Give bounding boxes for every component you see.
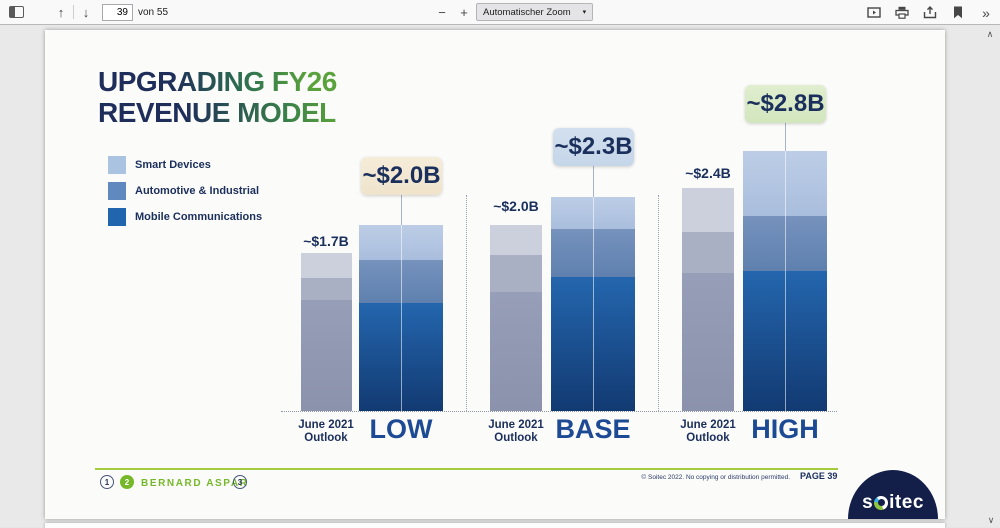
- callout-connector: [401, 195, 402, 225]
- callout-connector-inner: [785, 150, 786, 411]
- logo-text-left: s: [862, 492, 874, 513]
- soitec-logo-text: s itec: [862, 493, 924, 512]
- group-separator: [466, 195, 467, 411]
- scenario-bar-low: [359, 225, 443, 411]
- slide-page-number: PAGE 39: [800, 471, 838, 481]
- next-page-button[interactable]: ↓: [76, 2, 96, 22]
- legend-swatch-smart-devices: [108, 156, 126, 174]
- scroll-up-arrow[interactable]: ∧: [986, 29, 994, 39]
- legend-swatch-mobile-communications: [108, 208, 126, 226]
- page-count-label: von 55: [138, 6, 169, 18]
- scenario-bar-high: [743, 150, 827, 411]
- zoom-in-icon: +: [460, 4, 468, 20]
- sidebar-toggle-icon: [8, 6, 24, 18]
- more-tools-button[interactable]: »: [976, 3, 996, 23]
- revenue-bar-chart: ~$1.7B ~$2.0B ~$2.4B ~$2.0B ~$2.3B ~$2.8…: [45, 30, 945, 519]
- segment-smart-devices: [301, 252, 352, 278]
- callout-connector-inner: [593, 197, 594, 411]
- print-button[interactable]: [892, 3, 912, 23]
- previous-page-button[interactable]: ↑: [51, 2, 71, 22]
- page-down-icon: ↓: [82, 4, 90, 20]
- presentation-mode-icon: [867, 6, 881, 18]
- pdf-viewer-area: ∧ ∨ UPGRADING FY26 REVENUE MODEL Smart D…: [0, 25, 1000, 528]
- copyright-text: © Soitec 2022. No copying or distributio…: [641, 474, 790, 481]
- toolbar-divider: [73, 5, 74, 19]
- zoom-out-button[interactable]: −: [432, 2, 452, 22]
- page-title: UPGRADING FY26 REVENUE MODEL: [98, 66, 338, 128]
- bookmark-icon: [954, 6, 962, 19]
- section-step-3: 3: [233, 475, 247, 489]
- group-separator: [658, 195, 659, 411]
- zoom-level-select[interactable]: Automatischer Zoom ▾: [476, 3, 594, 21]
- title-line-2: REVENUE MODEL: [98, 97, 338, 128]
- segment-smart-devices: [682, 187, 734, 233]
- outlook-total-label: ~$2.0B: [493, 198, 539, 214]
- legend-label: Smart Devices: [135, 159, 211, 171]
- zoom-out-icon: −: [438, 4, 446, 20]
- section-step-1: 1: [100, 475, 114, 489]
- page-up-icon: ↑: [57, 4, 65, 20]
- logo-text-right: itec: [889, 492, 924, 513]
- segment-automotive-industrial: [490, 254, 542, 292]
- zoom-in-button[interactable]: +: [454, 2, 474, 22]
- segment-mobile-communications: [682, 273, 734, 411]
- callout-low-total: ~$2.0B: [361, 157, 442, 195]
- callout-connector: [593, 166, 594, 197]
- soitec-o-icon: [874, 495, 889, 510]
- segment-smart-devices: [490, 225, 542, 255]
- outlook-bar: [301, 252, 352, 411]
- outlook-total-label: ~$1.7B: [303, 233, 349, 249]
- presenter-name: BERNARD ASPAR: [141, 478, 249, 489]
- legend-swatch-automotive-industrial: [108, 182, 126, 200]
- print-icon: [895, 6, 909, 19]
- zoom-level-value: Automatischer Zoom: [483, 6, 571, 18]
- scroll-down-arrow[interactable]: ∨: [987, 515, 995, 525]
- footer-divider-line: [95, 468, 838, 470]
- title-line-1: UPGRADING FY26: [98, 66, 337, 97]
- section-step-2-active: 2: [120, 475, 134, 489]
- download-icon: [923, 6, 937, 19]
- pdf-page: UPGRADING FY26 REVENUE MODEL Smart Devic…: [45, 30, 945, 519]
- outlook-bar: [490, 225, 542, 411]
- outlook-axis-label: June 2021 Outlook: [680, 419, 736, 444]
- presentation-mode-button[interactable]: [864, 3, 884, 23]
- more-tools-icon: »: [982, 4, 990, 21]
- outlook-bar: [682, 187, 734, 411]
- legend-item-mobile-communications: Mobile Communications: [108, 208, 262, 226]
- outlook-total-label: ~$2.4B: [685, 165, 731, 181]
- outlook-axis-label: June 2021 Outlook: [488, 419, 544, 444]
- next-page-sliver: [45, 523, 945, 528]
- legend-item-automotive-industrial: Automotive & Industrial: [108, 182, 262, 200]
- segment-mobile-communications: [490, 291, 542, 411]
- segment-automotive-industrial: [682, 232, 734, 274]
- segment-mobile-communications: [301, 300, 352, 411]
- sidebar-toggle-button[interactable]: [6, 2, 26, 22]
- legend-label: Mobile Communications: [135, 211, 263, 223]
- legend-label: Automotive & Industrial: [135, 185, 260, 197]
- scenario-axis-label-base: BASE: [555, 414, 631, 444]
- segment-automotive-industrial: [301, 278, 352, 301]
- outlook-axis-label: June 2021 Outlook: [298, 419, 354, 444]
- scenario-axis-label-low: LOW: [369, 414, 433, 444]
- scenario-bar-base: [551, 197, 635, 411]
- callout-connector-inner: [401, 225, 402, 411]
- pdf-toolbar: ↑ ↓ von 55 − + Automatischer Zoom ▾: [0, 0, 1000, 25]
- chart-baseline: [281, 411, 837, 412]
- download-button[interactable]: [920, 3, 940, 23]
- callout-base-total: ~$2.3B: [553, 128, 634, 166]
- legend-item-smart-devices: Smart Devices: [108, 156, 262, 174]
- chevron-down-icon: ▾: [582, 9, 587, 16]
- callout-connector: [785, 123, 786, 151]
- callout-high-total: ~$2.8B: [745, 85, 826, 123]
- scenario-axis-label-high: HIGH: [751, 414, 819, 444]
- page-number-input[interactable]: [102, 3, 133, 21]
- chart-legend: Smart Devices Automotive & Industrial Mo…: [108, 156, 262, 234]
- current-view-button[interactable]: [948, 3, 968, 23]
